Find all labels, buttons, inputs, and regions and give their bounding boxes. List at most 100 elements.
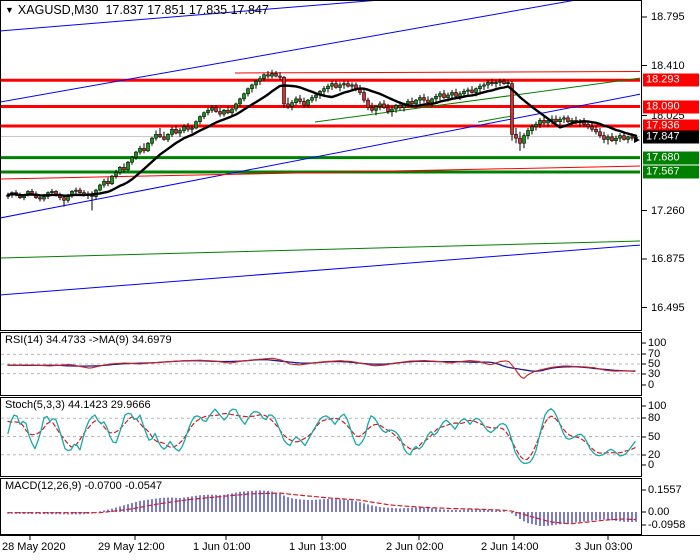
bull-candle <box>198 116 202 122</box>
bull-candle <box>450 92 454 96</box>
macd-panel-frame[interactable] <box>0 478 642 535</box>
macd-axis-label: 0.00 <box>648 506 670 518</box>
bull-candle <box>190 127 194 130</box>
bull-candle <box>342 83 346 86</box>
bull-candle <box>414 99 418 105</box>
bull-candle <box>42 196 46 200</box>
bull-candle <box>526 130 530 136</box>
bear-candle <box>594 128 598 133</box>
bull-candle <box>150 137 154 144</box>
trendline[interactable] <box>314 77 641 123</box>
bear-candle <box>514 134 518 139</box>
bull-candle <box>110 175 114 185</box>
bear-candle <box>622 135 626 140</box>
bull-candle <box>534 123 538 128</box>
main-panel-frame[interactable] <box>0 0 642 331</box>
bull-candle <box>258 78 262 82</box>
trendline[interactable] <box>477 115 513 123</box>
bull-candle <box>474 88 478 93</box>
bull-candle <box>234 103 238 110</box>
bear-candle <box>610 136 614 141</box>
bull-candle <box>546 120 550 124</box>
ohlc-values: 17.837 17.851 17.835 17.847 <box>105 3 269 17</box>
bull-candle <box>170 128 174 135</box>
bear-candle <box>490 82 494 84</box>
trendline[interactable] <box>0 93 641 219</box>
bear-candle <box>274 73 278 77</box>
bull-candle <box>406 101 410 105</box>
stoch-axis-label: 80 <box>648 412 661 424</box>
bear-candle <box>470 89 474 93</box>
bull-candle <box>626 136 630 140</box>
bear-candle <box>106 180 110 185</box>
bear-candle <box>366 99 370 109</box>
bear-candle <box>386 107 390 112</box>
bull-candle <box>614 137 618 141</box>
trendline[interactable] <box>0 165 641 180</box>
trendline[interactable] <box>0 240 641 259</box>
bear-candle <box>346 83 350 87</box>
bear-candle <box>598 131 602 136</box>
bear-candle <box>586 123 590 128</box>
macd-axis-label: 0.1557 <box>648 484 682 496</box>
bull-candle <box>50 191 54 193</box>
ma-line[interactable] <box>6 84 638 197</box>
bull-candle <box>326 85 330 90</box>
rsi-axis-label: 50 <box>648 358 661 370</box>
bull-candle <box>118 167 122 173</box>
bull-candle <box>294 98 298 103</box>
bull-candle <box>154 134 158 139</box>
bear-candle <box>186 126 190 130</box>
level-price-tag: 18.293 <box>643 73 699 87</box>
bear-candle <box>398 104 402 109</box>
bull-candle <box>238 98 242 105</box>
last-price-marker-icon <box>634 137 640 143</box>
stoch-axis-label: 100 <box>648 400 667 412</box>
time-axis-label: 2 Jun 14:00 <box>481 541 539 553</box>
bear-candle <box>542 120 546 124</box>
bear-candle <box>362 92 366 101</box>
bull-candle <box>290 102 294 107</box>
bull-candle <box>438 93 442 97</box>
price-axis-label: 16.495 <box>651 301 685 314</box>
bear-candle <box>174 128 178 134</box>
bull-candle <box>378 103 382 107</box>
symbol-dropdown-icon[interactable]: ▼ <box>5 5 14 15</box>
time-axis-label: 29 May 12:00 <box>98 541 165 553</box>
bear-candle <box>518 137 522 144</box>
trendline[interactable] <box>0 0 380 32</box>
trendline[interactable] <box>234 71 641 74</box>
bear-candle <box>566 117 570 122</box>
bull-candle <box>254 80 258 86</box>
bear-candle <box>78 189 82 193</box>
bear-candle <box>590 126 594 130</box>
rsi-indicator-label: RSI(14) 34.4733 ->MA(9) 34.6979 <box>5 334 172 346</box>
time-axis-label: 28 May 2020 <box>2 541 66 553</box>
main-plot-group[interactable] <box>0 0 641 296</box>
bull-candle <box>434 96 438 100</box>
rsi-line[interactable] <box>7 357 636 379</box>
bear-candle <box>214 107 218 112</box>
stoch-k-line[interactable] <box>7 408 636 464</box>
bull-candle <box>102 180 106 186</box>
trendline[interactable] <box>0 244 641 296</box>
bear-candle <box>554 118 558 122</box>
trendline[interactable] <box>0 0 576 103</box>
price-axis-label: 18.410 <box>651 59 685 72</box>
bull-candle <box>618 135 622 139</box>
bull-candle <box>374 106 378 111</box>
bull-candle <box>98 184 102 191</box>
bull-candle <box>242 93 246 100</box>
bull-candle <box>222 109 226 115</box>
bear-candle <box>266 74 270 77</box>
bull-candle <box>558 118 562 122</box>
bull-candle <box>270 73 274 77</box>
price-axis-label: 17.260 <box>651 204 685 217</box>
bull-candle <box>230 108 234 114</box>
bear-candle <box>410 101 414 105</box>
macd-signal-line[interactable] <box>7 492 637 525</box>
bull-candle <box>446 94 450 98</box>
bull-candle <box>262 74 266 79</box>
